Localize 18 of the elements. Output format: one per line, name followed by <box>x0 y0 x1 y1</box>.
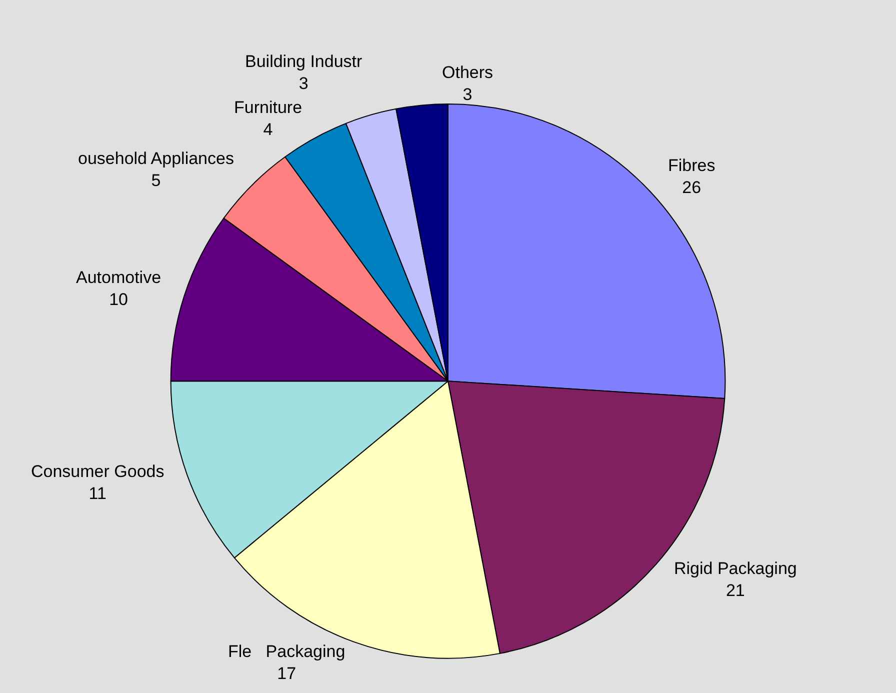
data-label: 5 <box>151 171 161 190</box>
data-label: 11 <box>88 484 106 504</box>
slice-label: Fibres <box>668 156 716 175</box>
slice-label: Consumer Goods <box>31 462 164 481</box>
slice-label: Rigid Packaging <box>674 559 797 578</box>
slice-label: Others <box>442 63 494 82</box>
data-label: 3 <box>298 74 308 94</box>
data-label: 21 <box>726 581 745 600</box>
slice-label: Building Industr <box>245 52 363 71</box>
data-label: 3 <box>462 85 472 104</box>
data-label: 10 <box>109 290 128 310</box>
data-label: 26 <box>682 178 702 198</box>
data-label: 4 <box>263 120 273 140</box>
data-label: 17 <box>277 664 296 684</box>
slice-label: ousehold Appliances <box>78 149 234 168</box>
slice-label: Furniture <box>234 98 302 117</box>
slice-label: Fle Packaging <box>228 642 346 661</box>
slice-label: Automotive <box>76 268 162 287</box>
